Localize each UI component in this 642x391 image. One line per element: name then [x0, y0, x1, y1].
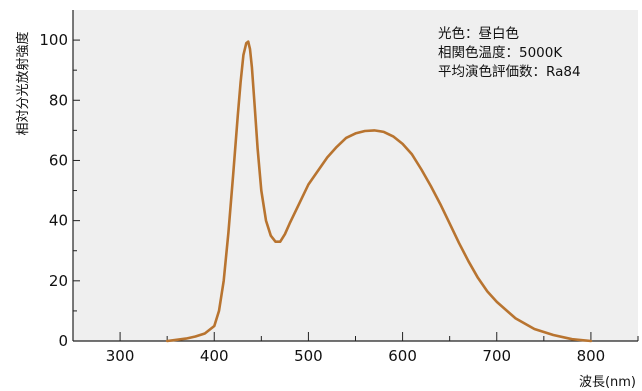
x-tick-label: 800 [577, 347, 606, 365]
y-tick-label: 40 [49, 212, 68, 230]
annotation-line: 光色：昼白色 [438, 25, 519, 42]
y-tick-label: 100 [39, 31, 68, 49]
y-tick-label: 20 [49, 272, 68, 290]
y-tick-label: 0 [58, 332, 68, 350]
x-tick-label: 700 [482, 347, 511, 365]
y-tick-label: 60 [49, 151, 68, 169]
y-tick-label: 80 [49, 91, 68, 109]
spectrum-series-line [165, 40, 593, 343]
x-axis-title: 波長(nm) [579, 375, 636, 390]
x-tick-label: 500 [294, 347, 323, 365]
x-tick-label: 400 [200, 347, 229, 365]
plot-area [73, 10, 638, 341]
y-axis-ticks: 0 20 40 60 80 100 [39, 31, 80, 350]
x-tick-label: 600 [388, 347, 417, 365]
annotation-line: 相関色温度：5000K [438, 44, 563, 61]
annotation-line: 平均演色評価数：Ra84 [438, 63, 581, 80]
x-tick-label: 300 [106, 347, 135, 365]
y-axis-title: 相対分光放射強度 [15, 31, 31, 135]
